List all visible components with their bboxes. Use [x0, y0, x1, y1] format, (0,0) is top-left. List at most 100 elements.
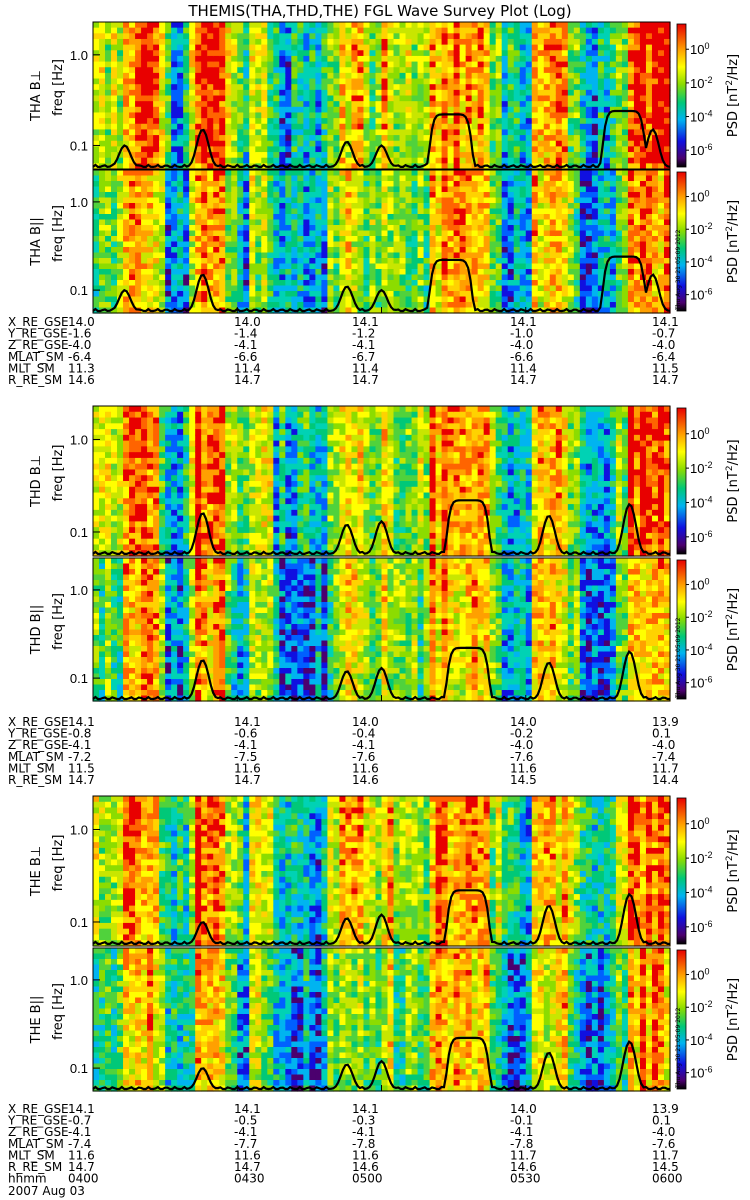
spectrogram-cell [219, 124, 226, 130]
spectrogram-cell [279, 124, 286, 130]
spectrogram-cell [454, 96, 461, 102]
spectrogram-cell [363, 146, 370, 152]
spectrogram-cell [375, 62, 382, 68]
spectrogram-cell [153, 135, 160, 141]
spectrogram-cell [400, 101, 407, 107]
spectrogram-cell [201, 107, 208, 113]
spectrogram-cell [406, 62, 413, 68]
spectrogram-cell [400, 158, 407, 164]
spectrogram-cell [412, 129, 419, 135]
spectrogram-cell [123, 28, 130, 34]
spectrogram-cell [369, 129, 376, 135]
spectrogram-cell [454, 73, 461, 79]
spectrogram-cell [484, 84, 491, 90]
spectrogram-cell [213, 28, 220, 34]
spectrogram-cell [454, 39, 461, 45]
spectrogram-cell [448, 33, 455, 39]
spectrogram-cell [267, 33, 274, 39]
spectrogram-cell [153, 107, 160, 113]
spectrogram-cell [430, 158, 437, 164]
spectrogram-cell [382, 50, 389, 56]
spectrogram-cell [237, 39, 244, 45]
spectrogram-cell [195, 90, 202, 96]
spectrogram-cell [123, 96, 130, 102]
spectrogram-cell [478, 39, 485, 45]
spectrogram-cell [345, 84, 352, 90]
spectrogram-cell [442, 45, 449, 51]
spectrogram-cell [261, 56, 268, 62]
spectrogram-cell [351, 118, 358, 124]
spectrogram-cell [303, 73, 310, 79]
spectrogram-cell [183, 33, 190, 39]
spectrogram-cell [297, 50, 304, 56]
spectrogram-cell [442, 118, 449, 124]
spectrogram-cell [339, 90, 346, 96]
spectrogram-cell [291, 22, 298, 28]
spectrogram-cell [363, 101, 370, 107]
spectrogram-cell [243, 79, 250, 85]
spectrogram-cell [237, 22, 244, 28]
spectrogram-cell [279, 112, 286, 118]
spectrogram-cell [351, 79, 358, 85]
spectrogram-cell [400, 28, 407, 34]
spectrogram-cell [406, 90, 413, 96]
spectrogram-cell [249, 22, 256, 28]
spectrogram-cell [237, 28, 244, 34]
spectrogram-cell [369, 56, 376, 62]
spectrogram-cell [99, 107, 106, 113]
spectrogram-cell [213, 79, 220, 85]
spectrogram-cell [159, 73, 166, 79]
spectrogram-cell [99, 84, 106, 90]
spectrogram-cell [99, 146, 106, 152]
spectrogram-cell [406, 45, 413, 51]
spectrogram-cell [291, 158, 298, 164]
spectrogram-cell [195, 107, 202, 113]
spectrogram-cell [406, 118, 413, 124]
spectrogram-cell [279, 129, 286, 135]
spectrogram-cell [400, 79, 407, 85]
spectrogram-cell [369, 33, 376, 39]
spectrogram-cell [249, 101, 256, 107]
spectrogram-cell [412, 158, 419, 164]
spectrogram-cell [243, 50, 250, 56]
spectrogram-cell [261, 101, 268, 107]
spectrogram-cell [243, 90, 250, 96]
spectrogram-cell [231, 56, 238, 62]
spectrogram-cell [117, 96, 124, 102]
spectrogram-cell [333, 22, 340, 28]
spectrogram-cell [189, 84, 196, 90]
spectrogram-cell [147, 28, 154, 34]
spectrogram-cell [442, 129, 449, 135]
spectrogram-cell [442, 84, 449, 90]
spectrogram-cell [123, 73, 130, 79]
spectrogram-cell [406, 96, 413, 102]
spectrogram-cell [388, 107, 395, 113]
spectrogram-cell [183, 22, 190, 28]
spectrogram-cell [363, 50, 370, 56]
spectrogram-cell [406, 67, 413, 73]
spectrogram-cell [442, 73, 449, 79]
spectrogram-cell [273, 146, 280, 152]
spectrogram-cell [327, 28, 334, 34]
spectrogram-cell [303, 56, 310, 62]
spectrogram-cell [400, 67, 407, 73]
spectrogram-cell [496, 50, 503, 56]
spectrogram-cell [369, 124, 376, 130]
spectrogram-cell [351, 135, 358, 141]
spectrogram-cell [255, 73, 262, 79]
spectrogram-cell [418, 73, 425, 79]
spectrogram-cell [231, 33, 238, 39]
spectrogram-cell [273, 112, 280, 118]
spectrogram-cell [117, 22, 124, 28]
spectrogram-cell [219, 158, 226, 164]
spectrogram-cell [472, 28, 479, 34]
spectrogram-cell [243, 158, 250, 164]
spectrogram-cell [321, 56, 328, 62]
spectrogram-cell [171, 129, 178, 135]
spectrogram-cell [153, 33, 160, 39]
spectrogram-cell [153, 62, 160, 68]
spectrogram-cell [93, 90, 100, 96]
spectrogram-cell [231, 67, 238, 73]
spectrogram-cell [400, 50, 407, 56]
spectrogram-cell [243, 73, 250, 79]
